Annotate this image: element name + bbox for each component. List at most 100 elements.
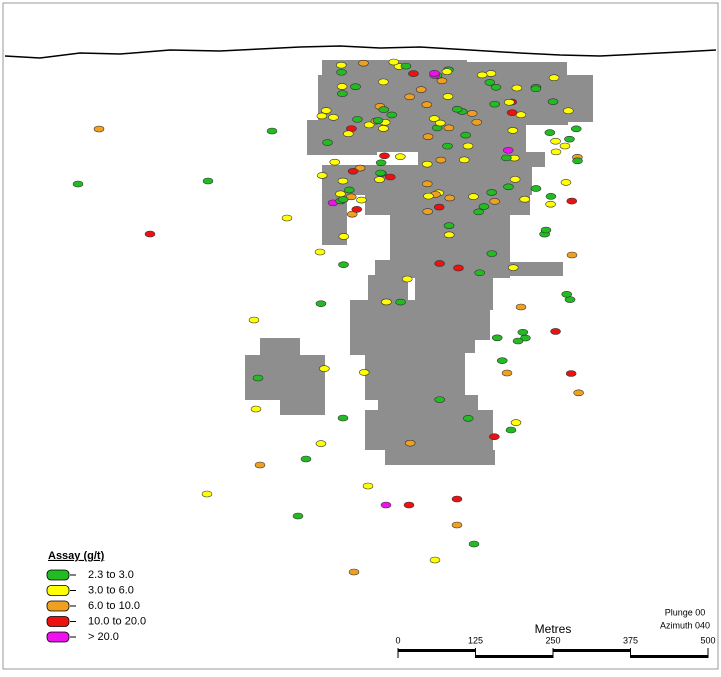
intercept <box>474 269 486 277</box>
intercept <box>292 512 304 520</box>
intercept <box>378 78 389 86</box>
intercept <box>429 70 440 77</box>
intercept <box>386 111 398 119</box>
legend-swatch <box>46 616 70 627</box>
stope-block <box>415 275 493 310</box>
intercept <box>503 183 514 191</box>
intercept <box>563 107 574 115</box>
intercept <box>348 568 360 576</box>
intercept <box>434 260 445 267</box>
intercept <box>441 68 453 75</box>
intercept <box>565 370 577 377</box>
intercept <box>378 125 389 132</box>
intercept <box>428 115 440 122</box>
stope-block <box>365 340 465 400</box>
intercept <box>421 160 433 168</box>
stope-block <box>420 305 490 340</box>
intercept <box>484 79 496 86</box>
intercept <box>320 107 332 114</box>
intercept <box>462 415 474 422</box>
intercept <box>347 167 359 175</box>
intercept <box>408 70 419 77</box>
intercept <box>489 433 500 441</box>
intercept <box>491 334 503 342</box>
azimuth: Azimuth 040 <box>660 620 710 630</box>
intercept <box>570 125 582 133</box>
scale-tick-label: 125 <box>468 635 483 645</box>
intercept <box>517 328 529 336</box>
intercept <box>496 357 508 364</box>
intercept <box>566 197 578 205</box>
intercept <box>512 337 524 345</box>
intercept <box>328 114 339 121</box>
intercept <box>350 83 361 90</box>
intercept <box>466 110 478 117</box>
intercept <box>395 298 406 306</box>
intercept <box>315 440 327 447</box>
intercept <box>343 130 354 138</box>
intercept <box>375 159 387 167</box>
legend-label: 2.3 to 3.0 <box>88 569 134 581</box>
intercept <box>358 369 370 376</box>
intercept <box>337 414 349 422</box>
stope-block <box>385 450 495 465</box>
intercept <box>507 127 519 134</box>
scale-segment <box>553 649 631 652</box>
intercept <box>404 439 416 447</box>
intercept <box>501 369 513 377</box>
intercept <box>379 152 390 160</box>
legend-swatch <box>46 585 70 596</box>
intercept <box>476 71 488 79</box>
intercept <box>358 59 369 67</box>
intercept <box>515 111 527 119</box>
scale-tick-label: 250 <box>545 635 560 645</box>
intercept <box>314 248 326 256</box>
intercept <box>343 186 355 194</box>
scale-tick-label: 500 <box>700 635 715 645</box>
intercept <box>490 83 502 91</box>
intercept <box>403 501 415 509</box>
intercept <box>515 303 527 311</box>
scale-tick-label: 0 <box>395 635 400 645</box>
intercept <box>443 231 455 239</box>
intercept <box>436 77 448 85</box>
intercept <box>545 193 557 200</box>
intercept <box>395 153 406 160</box>
scale-segment <box>398 649 476 652</box>
stope-block <box>565 75 593 122</box>
intercept <box>509 176 521 183</box>
intercept <box>560 179 572 186</box>
scale-segment <box>630 655 708 658</box>
intercept <box>378 106 390 113</box>
intercept <box>442 93 454 100</box>
intercept <box>384 173 396 181</box>
intercept <box>511 84 523 92</box>
intercept <box>381 298 392 306</box>
intercept <box>337 177 349 185</box>
intercept <box>319 365 330 372</box>
intercept <box>337 196 349 203</box>
legend-label: 3.0 to 6.0 <box>88 584 134 596</box>
topography <box>4 45 717 59</box>
intercept <box>335 61 347 69</box>
intercept <box>544 129 556 136</box>
intercept <box>374 176 385 183</box>
intercept <box>489 198 501 205</box>
legend-label: 10.0 to 20.0 <box>88 615 146 627</box>
intercept <box>462 142 474 150</box>
stope-block <box>508 262 563 276</box>
intercept <box>473 208 484 216</box>
intercept <box>540 226 552 234</box>
intercept <box>530 185 542 192</box>
intercept <box>315 300 327 307</box>
intercept <box>316 112 328 120</box>
intercept <box>421 180 433 188</box>
scale-bar: 0 125 250 375 500 <box>395 635 716 658</box>
intercept <box>266 127 278 135</box>
scale-segment <box>475 655 553 658</box>
stope-block <box>280 395 325 415</box>
intercepts <box>72 58 584 576</box>
intercept <box>433 203 445 211</box>
plunge: Plunge 00 <box>665 607 706 617</box>
intercept <box>545 200 556 208</box>
